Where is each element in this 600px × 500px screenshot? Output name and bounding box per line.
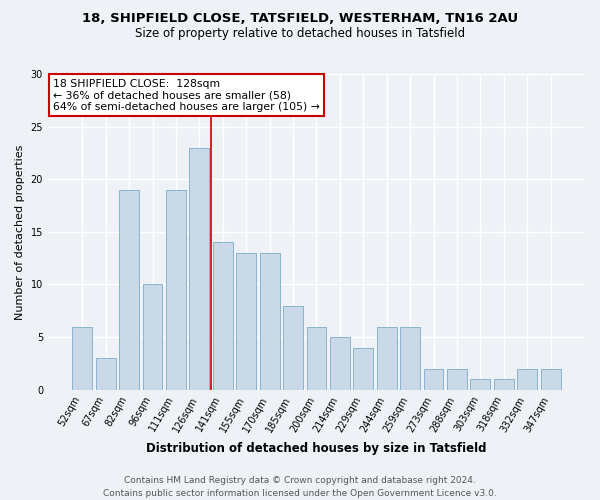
Y-axis label: Number of detached properties: Number of detached properties <box>15 144 25 320</box>
Text: Size of property relative to detached houses in Tatsfield: Size of property relative to detached ho… <box>135 28 465 40</box>
Bar <box>166 190 186 390</box>
Bar <box>283 306 303 390</box>
Bar <box>190 148 209 390</box>
Bar <box>494 379 514 390</box>
Bar <box>307 326 326 390</box>
Bar <box>330 337 350 390</box>
Bar <box>424 368 443 390</box>
Bar <box>470 379 490 390</box>
Bar <box>447 368 467 390</box>
Bar <box>236 253 256 390</box>
Text: 18, SHIPFIELD CLOSE, TATSFIELD, WESTERHAM, TN16 2AU: 18, SHIPFIELD CLOSE, TATSFIELD, WESTERHA… <box>82 12 518 26</box>
Bar <box>119 190 139 390</box>
Bar <box>73 326 92 390</box>
Bar <box>517 368 537 390</box>
Text: Contains HM Land Registry data © Crown copyright and database right 2024.
Contai: Contains HM Land Registry data © Crown c… <box>103 476 497 498</box>
X-axis label: Distribution of detached houses by size in Tatsfield: Distribution of detached houses by size … <box>146 442 487 455</box>
Bar <box>353 348 373 390</box>
Text: 18 SHIPFIELD CLOSE:  128sqm
← 36% of detached houses are smaller (58)
64% of sem: 18 SHIPFIELD CLOSE: 128sqm ← 36% of deta… <box>53 78 320 112</box>
Bar <box>96 358 116 390</box>
Bar <box>213 242 233 390</box>
Bar <box>541 368 560 390</box>
Bar <box>260 253 280 390</box>
Bar <box>400 326 420 390</box>
Bar <box>377 326 397 390</box>
Bar <box>143 284 163 390</box>
